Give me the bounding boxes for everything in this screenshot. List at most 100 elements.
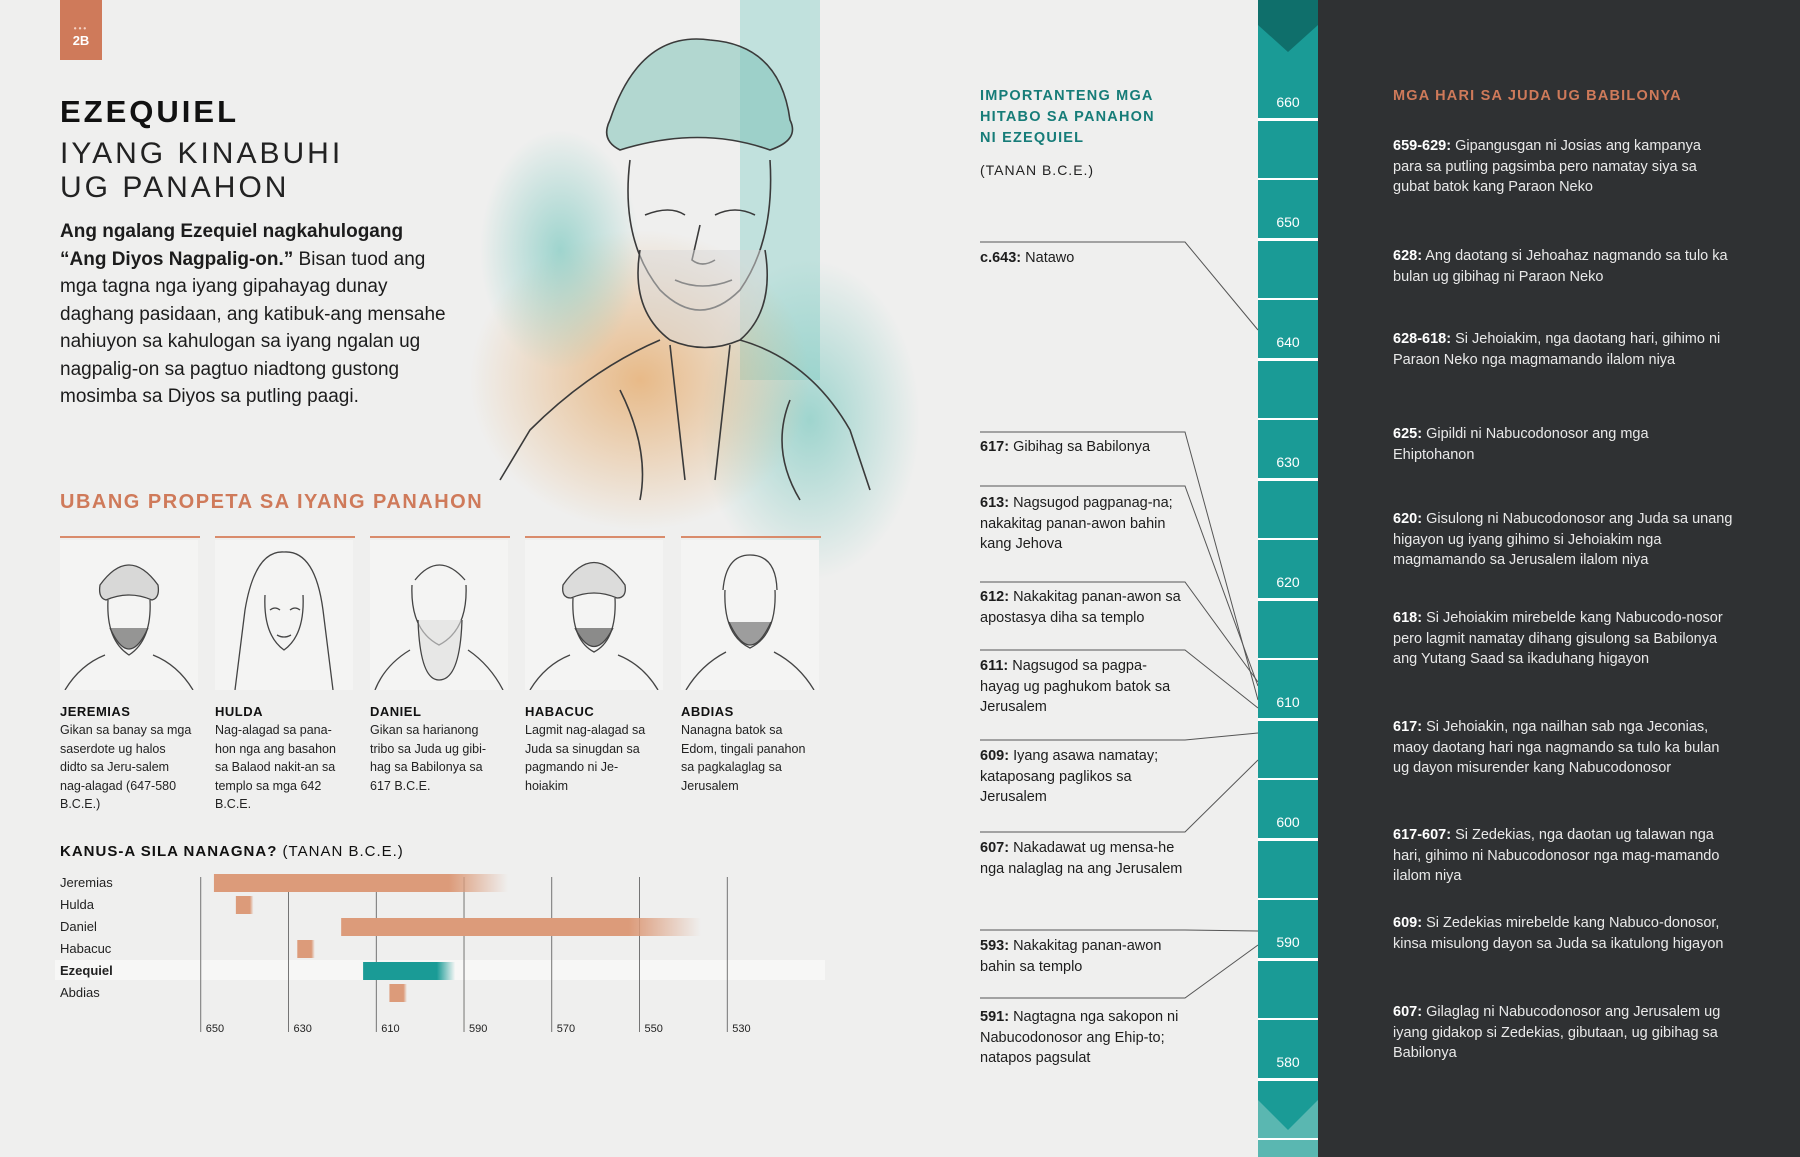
chart-category-label: Ezequiel <box>60 963 113 978</box>
king-text: Si Jehoiakim, nga daotang hari, gihimo n… <box>1393 331 1721 368</box>
event-year: 609: <box>980 748 1010 764</box>
chart-title-bold: KANUS-A SILA NANAGNA? <box>60 843 278 860</box>
timeline-minor-tick <box>1258 538 1318 540</box>
king-year: 625: <box>1393 426 1423 442</box>
event-year: 612: <box>980 589 1010 605</box>
prophet-card-habacuc: HABACUC Lagmit nag-alagad sa Juda sa sin… <box>525 536 665 795</box>
prophet-portrait <box>681 540 819 690</box>
chart-category-label: Daniel <box>60 919 97 934</box>
chart-tick-label: 550 <box>645 1023 663 1035</box>
king-text: Gisulong ni Nabucodonosor ang Juda sa un… <box>1393 511 1733 568</box>
timeline-minor-tick <box>1258 1018 1318 1020</box>
prophet-name: ABDIAS <box>681 704 734 719</box>
timeline-tick <box>1258 238 1318 241</box>
prophet-description: Gikan sa harianong tribo sa Juda ug gibi… <box>370 723 487 793</box>
event-item: 611: Nagsugod sa pagpa-hayag ug paghukom… <box>980 656 1185 718</box>
chart-category-label: Abdias <box>60 985 100 1000</box>
chart-category-label: Jeremias <box>60 875 113 890</box>
timeline-minor-tick <box>1258 298 1318 300</box>
timeline-tick <box>1258 358 1318 361</box>
king-year: 628-618: <box>1393 331 1452 347</box>
event-year: 607: <box>980 840 1010 856</box>
event-year: 593: <box>980 938 1010 954</box>
king-text: Gipangusgan ni Josias ang kampanya para … <box>1393 138 1701 195</box>
prophet-portrait <box>60 540 198 690</box>
king-year: 617: <box>1393 719 1423 735</box>
subtitle-line-1: IYANG KINABUHI <box>60 137 344 170</box>
king-item: 625: Gipildi ni Nabucodonosor ang mga Eh… <box>1393 424 1733 465</box>
timeline-label: 630 <box>1276 454 1300 470</box>
chart-bar-abdias <box>389 984 407 1002</box>
prophet-description: Gikan sa banay sa mga saserdote ug halos… <box>60 723 192 811</box>
events-subheading: (TANAN B.C.E.) <box>980 162 1095 178</box>
event-item: 609: Iyang asawa namatay; kataposang pag… <box>980 746 1185 808</box>
timeline-minor-tick <box>1258 1138 1318 1140</box>
event-year: c.643: <box>980 250 1022 266</box>
prophet-card-hulda: HULDA Nag-alagad sa pana-hon nga ang bas… <box>215 536 355 814</box>
king-item: 628: Ang daotang si Jehoahaz nagmando sa… <box>1393 246 1733 287</box>
prophet-card-jeremias: JEREMIAS Gikan sa banay sa mga saserdote… <box>60 536 200 814</box>
timeline-label: 610 <box>1276 694 1300 710</box>
prophet-description: Nanagna batok sa Edom, tingali panahon s… <box>681 723 806 793</box>
event-year: 617: <box>980 439 1010 455</box>
prophet-description: Nag-alagad sa pana-hon nga ang basahon s… <box>215 723 336 811</box>
page-title: EZEQUIEL <box>60 94 240 129</box>
timeline-tick <box>1258 118 1318 121</box>
prophet-description: Lagmit nag-alagad sa Juda sa sinugdan sa… <box>525 723 646 793</box>
king-text: Si Zedekias mirebelde kang Nabuco-donoso… <box>1393 915 1724 952</box>
timeline-label: 580 <box>1276 1054 1300 1070</box>
chart-tick-label: 650 <box>206 1023 224 1035</box>
kings-panel <box>1318 0 1800 1157</box>
event-text: Nakakitag panan-awon sa apostasya diha s… <box>980 589 1181 626</box>
subtitle-line-2: UG PANAHON <box>60 171 290 204</box>
chart-tick-label: 630 <box>294 1023 312 1035</box>
king-year: 617-607: <box>1393 827 1452 843</box>
prophet-card-daniel: DANIEL Gikan sa harianong tribo sa Juda … <box>370 536 510 795</box>
prophet-name: JEREMIAS <box>60 704 131 719</box>
king-text: Si Jehoiakim mirebelde kang Nabucodo-nos… <box>1393 610 1723 667</box>
timeline-tick <box>1258 958 1318 961</box>
king-year: 620: <box>1393 511 1423 527</box>
chart-category-label: Hulda <box>60 897 95 912</box>
event-item: 612: Nakakitag panan-awon sa apostasya d… <box>980 587 1185 628</box>
event-item: 591: Nagtagna nga sakopon ni Nabucodonos… <box>980 1007 1185 1069</box>
events-heading: IMPORTANTENG MGA HITABO SA PANAHON NI EZ… <box>980 88 1155 146</box>
timeline-tick <box>1258 598 1318 601</box>
event-text: Nagtagna nga sakopon ni Nabucodonosor an… <box>980 1009 1179 1066</box>
event-text: Nagsugod sa pagpa-hayag ug paghukom bato… <box>980 658 1171 715</box>
chart-bar-daniel <box>341 918 701 936</box>
king-item: 659-629: Gipangusgan ni Josias ang kampa… <box>1393 136 1733 198</box>
timeline-minor-tick <box>1258 658 1318 660</box>
chart-tick-label: 610 <box>381 1023 399 1035</box>
king-item: 609: Si Zedekias mirebelde kang Nabuco-d… <box>1393 913 1733 954</box>
chart-category-label: Habacuc <box>60 941 112 956</box>
chart-bar-ezequiel <box>363 962 456 980</box>
king-item: 617: Si Jehoiakin, nga nailhan sab nga J… <box>1393 717 1733 779</box>
king-item: 618: Si Jehoiakim mirebelde kang Nabucod… <box>1393 608 1733 670</box>
timeline-label: 600 <box>1276 814 1300 830</box>
event-year: 613: <box>980 495 1010 511</box>
timeline-label: 650 <box>1276 214 1300 230</box>
chart-bar-hulda <box>235 896 254 914</box>
prophet-name: HULDA <box>215 704 263 719</box>
king-year: 607: <box>1393 1004 1423 1020</box>
timeline-tick <box>1258 478 1318 481</box>
card-rule <box>370 536 510 538</box>
prophet-card-abdias: ABDIAS Nanagna batok sa Edom, tingali pa… <box>681 536 821 795</box>
timeline-tick <box>1258 718 1318 721</box>
timeline-label: 590 <box>1276 934 1300 950</box>
chart-title: KANUS-A SILA NANAGNA? (TANAN B.C.E.) <box>60 843 404 860</box>
event-item: c.643: Natawo <box>980 248 1185 269</box>
event-year: 611: <box>980 658 1009 674</box>
prophet-portrait <box>215 540 353 690</box>
chart-tick-label: 570 <box>557 1023 575 1035</box>
king-text: Si Zedekias, nga daotan ug talawan nga h… <box>1393 827 1720 884</box>
king-item: 620: Gisulong ni Nabucodonosor ang Juda … <box>1393 509 1733 571</box>
page-tag: ••• 2B <box>60 0 102 60</box>
timeline-minor-tick <box>1258 898 1318 900</box>
king-year: 609: <box>1393 915 1423 931</box>
king-text: Si Jehoiakin, nga nailhan sab nga Jeconi… <box>1393 719 1720 776</box>
king-year: 659-629: <box>1393 138 1452 154</box>
event-text: Iyang asawa namatay; kataposang paglikos… <box>980 748 1159 805</box>
event-text: Natawo <box>1025 250 1075 266</box>
